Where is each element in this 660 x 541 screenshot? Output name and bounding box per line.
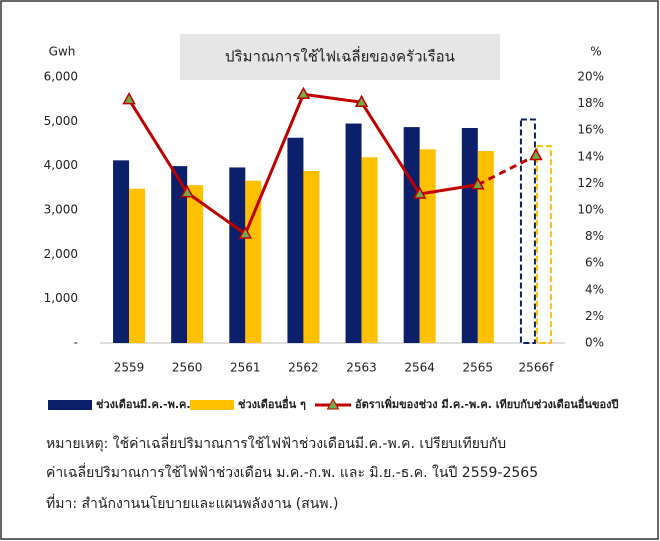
bar — [403, 127, 420, 343]
legend-label: ช่วงเดือนอื่น ๆ — [238, 396, 306, 411]
x-tick-label: 2565 — [463, 361, 494, 375]
note-line: หมายเหตุ: ใช้ค่าเฉลี่ยปริมาณการใช้ไฟฟ้าช… — [46, 434, 506, 452]
bar — [229, 167, 246, 343]
bar — [361, 157, 378, 343]
y2-tick-label: 2% — [585, 309, 604, 323]
legend-swatch — [48, 400, 92, 410]
y2-tick-label: 10% — [577, 203, 604, 217]
bar — [129, 188, 146, 343]
bar — [519, 118, 536, 344]
bar — [477, 151, 494, 343]
legend-label: อัตราเพิ่มของช่วง มี.ค.-พ.ค. เทียบกับช่ว… — [355, 396, 619, 411]
y2-tick-label: 4% — [585, 282, 604, 296]
chart-title: ปริมาณการใช้ไฟเฉลี่ยของครัวเรือน — [225, 46, 455, 66]
title-box — [180, 34, 500, 80]
x-tick-label: 2564 — [404, 361, 435, 375]
y2-tick-label: 20% — [577, 70, 604, 84]
legend-swatch — [190, 400, 234, 410]
y2-tick-label: 8% — [585, 229, 604, 243]
marker — [296, 86, 311, 100]
x-tick-label: 2561 — [230, 361, 261, 375]
y2-tick-label: 6% — [585, 256, 604, 270]
y2-axis-label: % — [590, 45, 601, 59]
marker — [354, 94, 369, 108]
y-tick-label: 6,000 — [44, 70, 78, 84]
note-line: ที่มา: สำนักงานนโยบายและแผนพลังงาน (สนพ.… — [46, 494, 338, 512]
bar — [287, 137, 304, 343]
bar — [461, 127, 478, 343]
bar — [535, 145, 552, 344]
bar — [113, 160, 130, 343]
marker — [412, 186, 427, 199]
y2-tick-label: 18% — [577, 96, 604, 110]
marker — [238, 226, 253, 239]
y-tick-label: 1,000 — [44, 291, 78, 305]
note-line: ค่าเฉลี่ยปริมาณการใช้ไฟฟ้าช่วงเดือน ม.ค.… — [46, 463, 538, 481]
y2-tick-label: 16% — [577, 123, 604, 137]
marker — [122, 92, 136, 105]
line-forecast — [477, 154, 537, 187]
x-tick-label: 2563 — [346, 361, 377, 375]
bar — [303, 170, 320, 343]
y-tick-label: 4,000 — [44, 158, 78, 172]
x-tick-label: 2562 — [288, 361, 319, 375]
y-tick-label: 3,000 — [44, 203, 78, 217]
y-tick-label: 5,000 — [44, 114, 78, 128]
y-tick-label: 2,000 — [44, 247, 78, 261]
y2-tick-label: 0% — [585, 336, 604, 350]
y2-tick-label: 12% — [577, 176, 604, 190]
y-tick-label: - — [74, 336, 78, 350]
marker — [471, 177, 485, 190]
x-tick-label: 2559 — [114, 361, 145, 375]
legend-swatch — [326, 397, 340, 410]
bar — [419, 149, 436, 343]
y-axis-label: Gwh — [49, 45, 76, 59]
marker — [529, 147, 543, 161]
bar — [171, 166, 188, 343]
marker — [180, 185, 194, 198]
x-tick-label: 2560 — [172, 361, 203, 375]
bar — [187, 185, 204, 343]
y2-tick-label: 14% — [577, 149, 604, 163]
x-tick-label: 2566f — [519, 361, 555, 375]
bar — [345, 123, 362, 343]
legend-label: ช่วงเดือนมี.ค.-พ.ค. — [96, 398, 191, 411]
